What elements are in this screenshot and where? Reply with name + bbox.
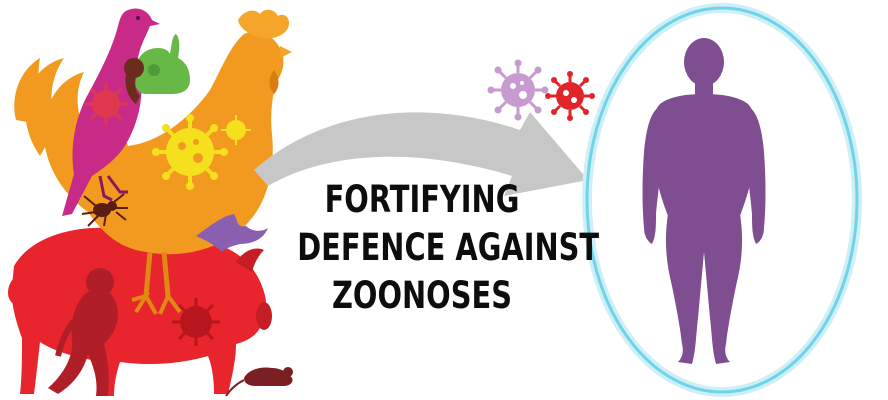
rooster-body <box>43 31 284 255</box>
headline-line-2: DEFENCE AGAINST <box>297 226 600 269</box>
rat-icon <box>225 367 293 397</box>
headline-line-1: FORTIFYING <box>324 178 520 221</box>
shield-oval-icon <box>582 3 862 397</box>
headline-line-3: ZOONOSES <box>332 274 512 317</box>
monkey-body <box>48 288 118 396</box>
bat-icon <box>196 214 268 252</box>
human-figure-icon <box>642 38 766 364</box>
monkey-icon <box>48 268 118 396</box>
pig-icon <box>8 227 272 396</box>
virus-red-icon <box>545 71 595 121</box>
rooster-icon <box>14 9 292 315</box>
spider-icon <box>81 193 128 227</box>
pig-body <box>11 227 267 396</box>
virus-icon <box>85 64 251 346</box>
arrow-icon <box>254 112 588 196</box>
headline: FORTIFYING DEFENCE AGAINST ZOONOSES <box>297 176 600 320</box>
monkey-small-icon <box>124 58 144 104</box>
virus-purple-icon <box>487 59 549 121</box>
